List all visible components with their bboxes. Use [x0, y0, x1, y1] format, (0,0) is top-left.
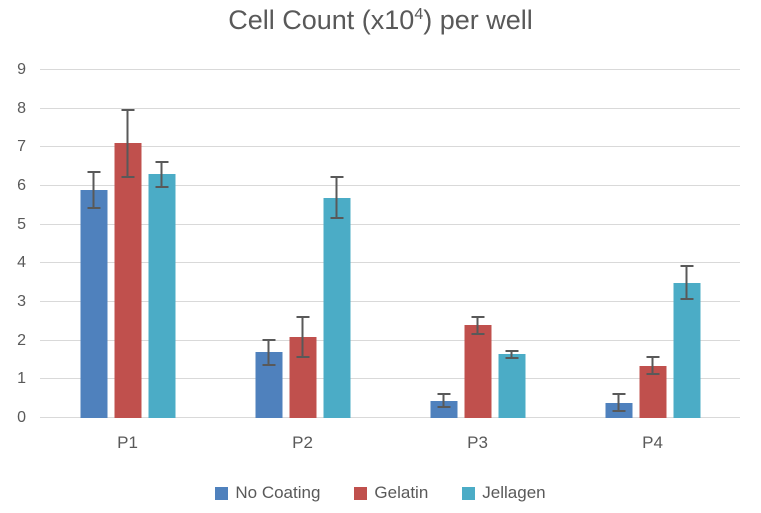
y-tick-label: 9 — [17, 61, 26, 78]
y-tick-label: 5 — [17, 215, 26, 233]
bar — [80, 189, 107, 418]
legend-item: No Coating — [215, 483, 320, 503]
error-bar — [296, 315, 309, 359]
error-bar — [505, 349, 518, 359]
legend-swatch — [215, 486, 229, 500]
bar — [323, 197, 350, 418]
gridline — [40, 146, 740, 148]
error-bar — [646, 356, 659, 376]
y-tick-label: 1 — [17, 370, 26, 388]
bar-slot — [289, 70, 316, 418]
bar-slot — [323, 70, 350, 418]
y-tick-label: 8 — [17, 99, 26, 117]
error-bar — [330, 176, 343, 219]
bar-slot — [639, 70, 666, 418]
x-tick-label: P4 — [642, 433, 663, 452]
y-tick-label: 4 — [17, 254, 26, 272]
error-bar — [262, 338, 275, 366]
gridline — [40, 185, 740, 186]
x-tick-label: P3 — [467, 433, 488, 452]
error-bar — [155, 160, 168, 188]
y-tick-label: 6 — [17, 177, 26, 194]
bar-slot — [114, 70, 141, 418]
error-bar — [437, 392, 450, 409]
y-tick-label: 2 — [17, 331, 26, 349]
chart-title-text: Cell Count (x10 — [228, 5, 415, 35]
chart-title-suffix: ) per well — [423, 5, 533, 35]
legend-item: Gelatin — [354, 483, 428, 503]
gridline — [40, 339, 740, 341]
bar — [498, 354, 525, 418]
plot-area: 0 1 2 3 4 5 6 7 8 9 P1 P2 P3 P4 — [17, 61, 740, 452]
bar-group — [605, 70, 700, 418]
y-tick-label: 0 — [17, 409, 26, 426]
gridline — [40, 301, 740, 302]
bar-slot — [255, 70, 282, 418]
bar-group — [430, 70, 525, 418]
error-bar — [612, 392, 625, 413]
bar — [673, 282, 700, 418]
chart-title: Cell Count (x104) per well — [0, 5, 761, 36]
x-tick-label: P1 — [117, 433, 138, 452]
gridline — [40, 107, 740, 109]
gridline — [40, 69, 740, 70]
bar — [464, 325, 491, 418]
gridline — [40, 417, 740, 418]
error-bar — [87, 170, 100, 210]
x-tick-label: P2 — [292, 433, 313, 452]
bar-slot — [673, 70, 700, 418]
legend-swatch — [462, 486, 476, 500]
chart-title-superscript: 4 — [414, 6, 424, 23]
legend-label: No Coating — [235, 483, 321, 502]
bar-slot — [605, 70, 632, 418]
legend-label: Gelatin — [374, 483, 429, 502]
bar-slot — [498, 70, 525, 418]
bar — [114, 143, 141, 418]
y-tick-label: 7 — [17, 138, 26, 156]
gridline — [40, 223, 740, 225]
bar-slot — [80, 70, 107, 418]
bar-group — [255, 70, 350, 418]
error-bar — [471, 315, 484, 335]
bar-group — [80, 70, 175, 418]
bar — [430, 400, 457, 418]
legend-item: Jellagen — [462, 483, 546, 503]
legend-swatch — [354, 486, 368, 500]
legend-label: Jellagen — [482, 483, 546, 502]
error-bar — [121, 108, 134, 179]
legend: No Coating Gelatin Jellagen — [0, 483, 761, 503]
error-bar — [680, 265, 693, 301]
y-tick-label: 3 — [17, 293, 26, 310]
bar-slot — [430, 70, 457, 418]
bar — [148, 174, 175, 418]
gridline — [40, 378, 740, 380]
bar-slot — [464, 70, 491, 418]
gridline — [40, 262, 740, 264]
bar-slot — [148, 70, 175, 418]
